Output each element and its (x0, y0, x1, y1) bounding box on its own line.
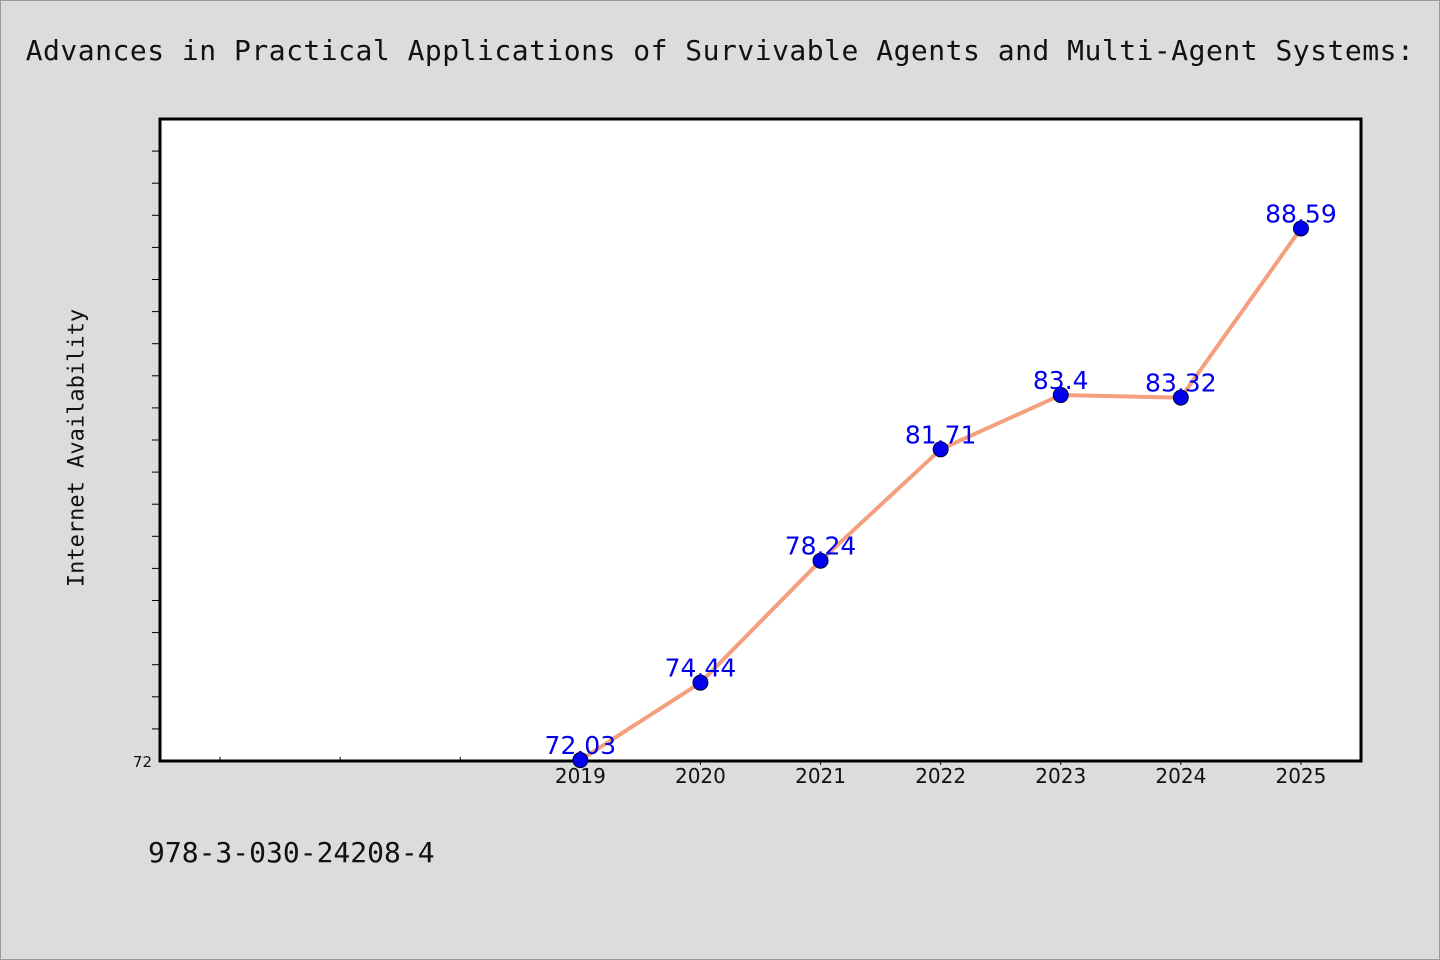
data-point (572, 752, 589, 769)
data-point (932, 441, 949, 458)
x-tick-label: 2023 (1035, 764, 1086, 788)
data-label: 72.03 (545, 731, 617, 760)
data-label: 88.59 (1265, 199, 1337, 228)
data-point (1172, 389, 1189, 406)
data-label: 78.24 (785, 532, 857, 561)
data-point (692, 674, 709, 691)
data-label: 83.4 (1033, 366, 1089, 395)
y-tick-label: 72 (133, 753, 152, 771)
data-label: 83.32 (1145, 369, 1217, 398)
data-point (812, 552, 829, 569)
isbn-footnote: 978-3-030-24208-4 (148, 836, 435, 869)
x-tick-label: 2021 (795, 764, 846, 788)
x-tick-label: 2022 (915, 764, 966, 788)
x-tick-label: 2020 (675, 764, 726, 788)
x-tick-label: 2024 (1155, 764, 1206, 788)
data-point (1052, 387, 1069, 404)
plot-area (158, 117, 1363, 763)
data-label: 74.44 (665, 654, 737, 683)
x-tick-label: 2025 (1275, 764, 1326, 788)
data-label: 81.71 (905, 420, 977, 449)
chart-title: Advances in Practical Applications of Su… (25, 34, 1415, 67)
data-point (1292, 220, 1309, 237)
